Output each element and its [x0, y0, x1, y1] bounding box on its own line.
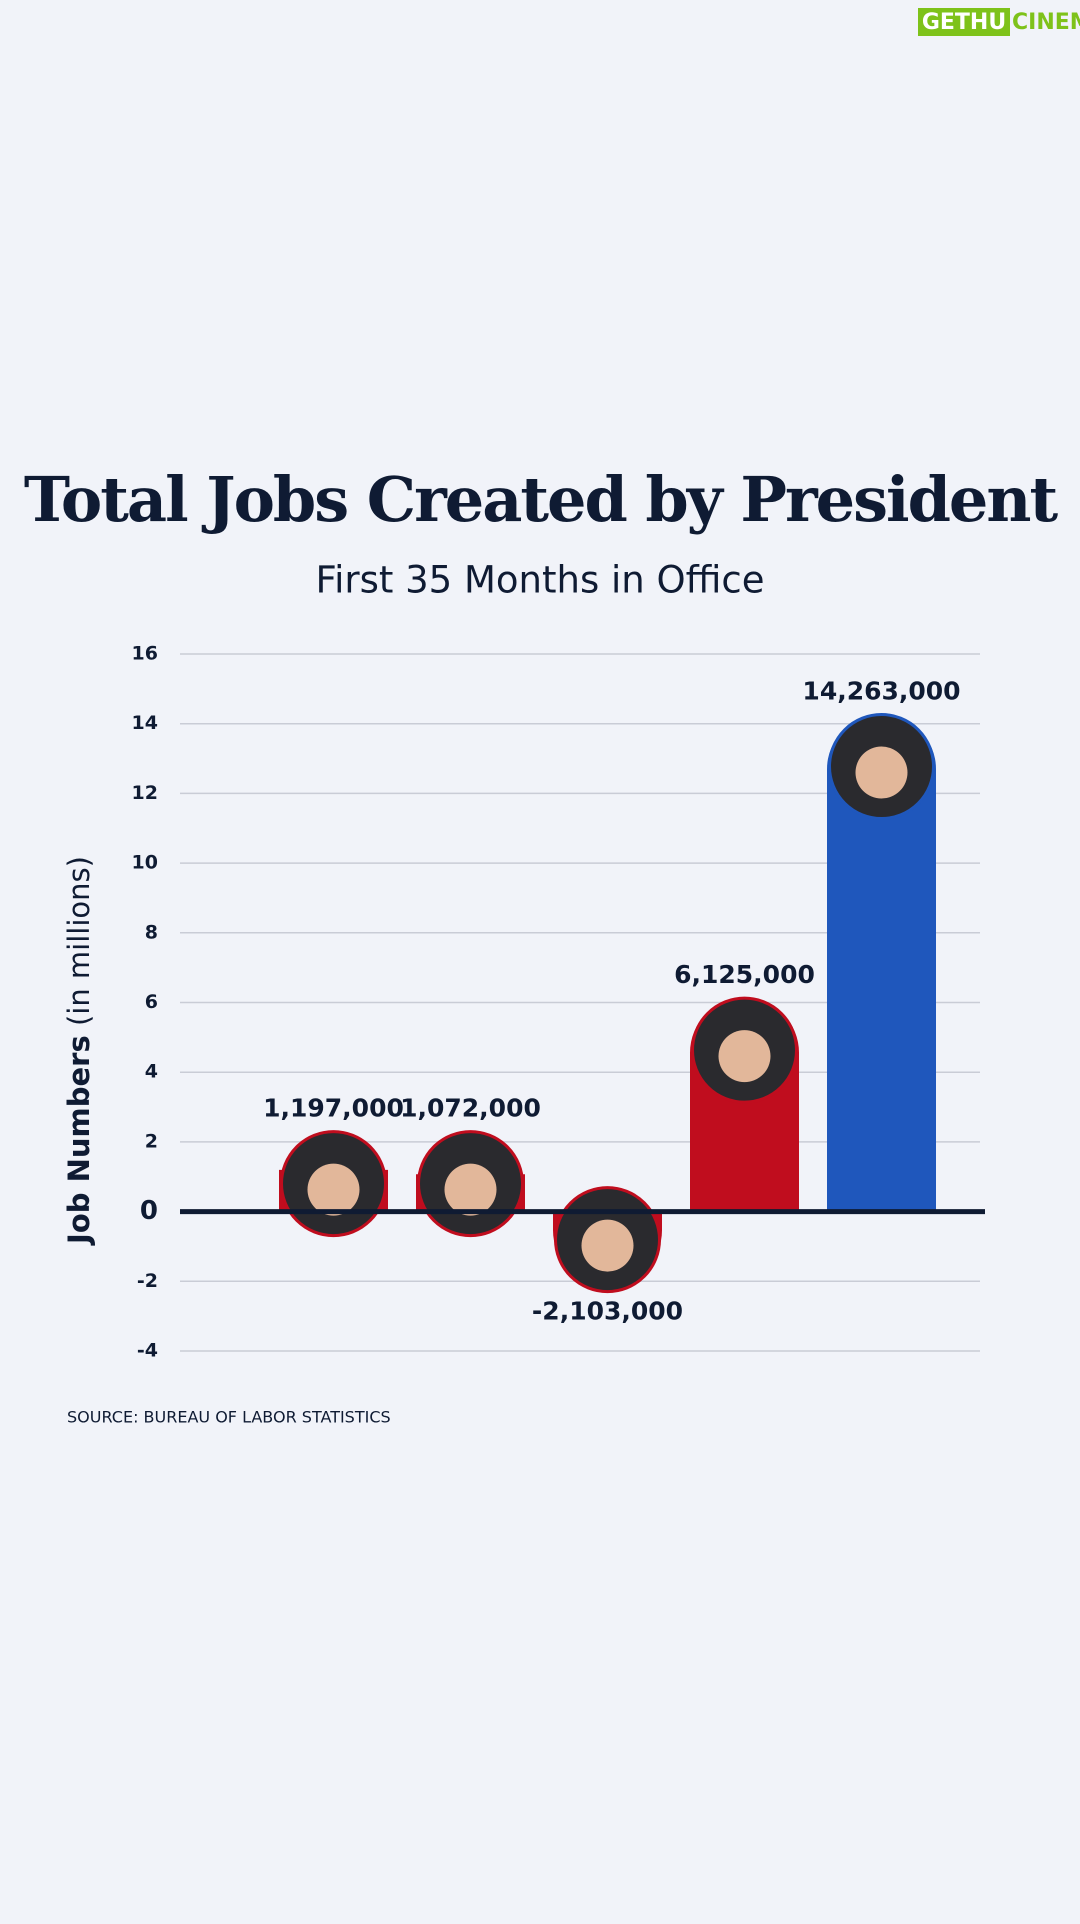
watermark-left: GETHU [922, 10, 1006, 35]
chart-title: Total Jobs Created by President [24, 463, 1059, 536]
value-label: 14,263,000 [802, 677, 960, 706]
source: SOURCE: BUREAU OF LABOR STATISTICS [67, 1408, 391, 1427]
y-tick-label: 4 [145, 1061, 158, 1083]
portrait-face [855, 746, 908, 799]
y-tick-label: 2 [145, 1130, 158, 1152]
y-axis-label: Job Numbers (in millions) [62, 856, 96, 1246]
y-tick-label: 0 [140, 1196, 158, 1226]
y-tick-label: 12 [132, 782, 158, 804]
value-label: 1,197,000 [263, 1094, 404, 1123]
y-axis-label-note: (in millions) [62, 856, 96, 1026]
y-tick-label: -2 [137, 1270, 158, 1292]
y-tick-label: 6 [145, 991, 158, 1013]
portrait-face [581, 1219, 634, 1272]
watermark-badge [918, 8, 1010, 36]
y-axis-label-main: Job Numbers [62, 1035, 96, 1246]
value-label: -2,103,000 [532, 1297, 683, 1326]
watermark-right: CINEMA [1012, 10, 1080, 35]
y-tick-label: 16 [132, 643, 158, 665]
y-tick-label: 10 [132, 852, 158, 874]
value-label: 1,072,000 [400, 1094, 541, 1123]
portrait-face [444, 1163, 497, 1216]
bar [827, 714, 936, 1212]
y-tick-label: -4 [137, 1340, 158, 1362]
y-tick-label: 14 [132, 712, 158, 734]
portrait-face [307, 1163, 360, 1216]
value-label: 6,125,000 [674, 960, 815, 989]
portrait-face [718, 1030, 771, 1083]
y-tick-label: 8 [145, 921, 158, 943]
chart-subtitle: First 35 Months in Office [316, 559, 765, 602]
